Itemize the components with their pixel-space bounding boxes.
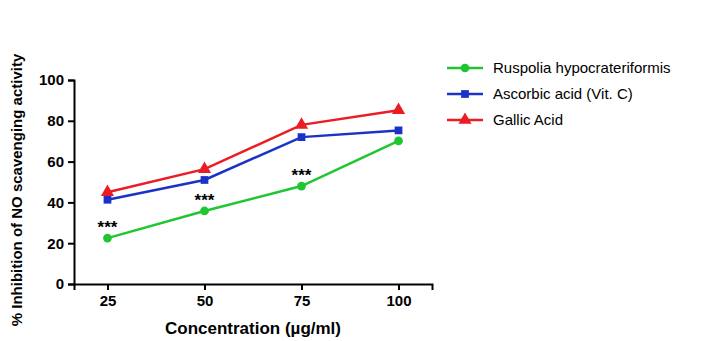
y-tick: 60 xyxy=(47,153,74,170)
legend-item: Gallic Acid xyxy=(447,111,563,128)
plot-area xyxy=(101,103,405,243)
y-axis: 0 20 40 60 80 100 xyxy=(39,71,75,292)
legend-label: Gallic Acid xyxy=(493,111,563,128)
series-line xyxy=(107,110,398,192)
x-tick-label: 25 xyxy=(100,292,117,309)
y-tick-label: 0 xyxy=(56,275,64,292)
y-tick-mark xyxy=(68,80,74,82)
x-tick: 25 xyxy=(100,284,117,309)
series-line xyxy=(107,141,398,238)
legend: Ruspolia hypocrateriformis Ascorbic acid … xyxy=(447,59,671,128)
y-tick-mark xyxy=(68,202,74,204)
x-tick-mark xyxy=(301,284,303,290)
y-tick: 0 xyxy=(56,275,74,292)
y-tick: 80 xyxy=(47,112,74,129)
y-tick-label: 60 xyxy=(47,153,64,170)
x-tick: 75 xyxy=(294,284,311,309)
series xyxy=(104,127,403,204)
y-tick: 100 xyxy=(39,71,74,88)
x-axis-title: Concentration (µg/ml) xyxy=(165,319,341,338)
series xyxy=(103,136,403,242)
y-tick: 40 xyxy=(47,194,74,211)
marker xyxy=(295,117,308,128)
legend-marker xyxy=(458,112,471,123)
x-axis-line xyxy=(75,285,433,291)
y-axis-title: % Inhibition of NO scavenging activity xyxy=(8,53,25,326)
y-tick-label: 40 xyxy=(47,194,64,211)
marker xyxy=(298,133,306,141)
annotation: *** xyxy=(98,218,118,237)
y-axis-line xyxy=(68,81,75,285)
x-tick-mark xyxy=(398,284,400,290)
y-tick-mark xyxy=(68,161,74,163)
marker xyxy=(395,127,403,135)
marker xyxy=(101,185,114,196)
legend-marker xyxy=(461,90,469,98)
legend-item: Ascorbic acid (Vit. C) xyxy=(447,85,633,102)
legend-marker xyxy=(461,64,470,73)
y-tick-label: 20 xyxy=(47,235,64,252)
y-tick-mark xyxy=(68,120,74,122)
series-line xyxy=(107,130,398,199)
legend-label: Ruspolia hypocrateriformis xyxy=(493,59,671,76)
series xyxy=(101,103,405,196)
x-tick-mark xyxy=(107,284,109,290)
x-tick-label: 75 xyxy=(294,292,311,309)
x-tick: 100 xyxy=(387,284,412,309)
annotation: *** xyxy=(292,166,312,185)
y-tick-mark xyxy=(68,284,74,286)
legend-item: Ruspolia hypocrateriformis xyxy=(447,59,671,76)
marker xyxy=(104,196,112,204)
y-tick-label: 80 xyxy=(47,112,64,129)
x-tick-label: 100 xyxy=(387,292,412,309)
x-tick: 50 xyxy=(197,284,214,309)
x-tick-label: 50 xyxy=(197,292,214,309)
y-tick-label: 100 xyxy=(39,71,64,88)
marker xyxy=(198,162,211,173)
marker xyxy=(394,136,403,145)
annotation: *** xyxy=(195,191,215,210)
marker xyxy=(201,176,209,184)
legend-label: Ascorbic acid (Vit. C) xyxy=(493,85,633,102)
x-tick-mark xyxy=(204,284,206,290)
marker xyxy=(392,103,405,114)
x-axis: 25 50 75 100 xyxy=(75,284,433,309)
chart: 0 20 40 60 80 100 25 50 75 100 Concentration (µg/m… xyxy=(0,0,715,341)
y-tick-mark xyxy=(68,243,74,245)
y-tick: 20 xyxy=(47,235,74,252)
